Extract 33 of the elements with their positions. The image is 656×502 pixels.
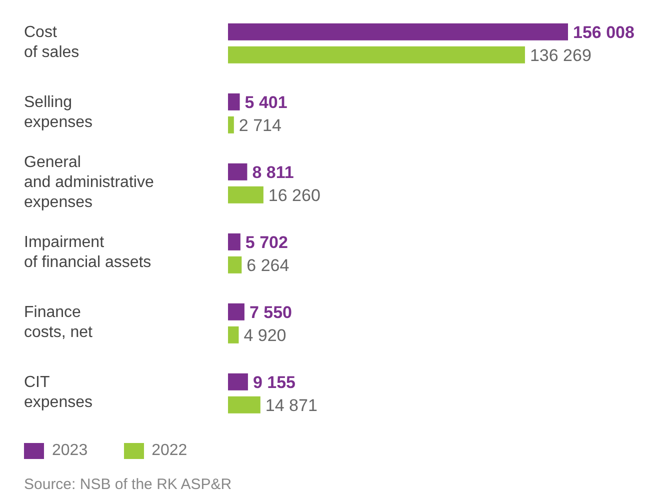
data-label: 7 550 xyxy=(249,302,292,322)
y-tick-label: CIT expenses xyxy=(24,374,92,412)
data-label: 156 008 xyxy=(573,22,634,42)
y-tick-label: Impairment of financial assets xyxy=(24,234,152,272)
data-label: 8 811 xyxy=(252,162,294,182)
data-label: 9 155 xyxy=(252,372,296,392)
data-label: 4 920 xyxy=(244,326,286,345)
data-label: 6 264 xyxy=(246,256,290,275)
data-label: 5 702 xyxy=(245,232,288,252)
bar xyxy=(228,233,240,250)
legend-label: 2023 xyxy=(52,442,88,460)
data-label: 136 269 xyxy=(530,46,592,65)
bar xyxy=(228,396,260,414)
bar xyxy=(228,46,525,64)
source-note: Source: NSB of the RK ASP&R xyxy=(23,476,233,493)
bar xyxy=(228,326,239,344)
bar xyxy=(228,303,244,320)
bar xyxy=(228,256,242,274)
bar xyxy=(228,186,264,204)
legend-label: 2022 xyxy=(152,442,188,460)
data-label: 5 401 xyxy=(244,92,288,112)
bar xyxy=(228,93,240,110)
bar xyxy=(228,23,568,40)
data-label: 16 260 xyxy=(268,186,320,205)
data-label: 14 871 xyxy=(265,396,318,415)
bar xyxy=(228,373,248,390)
data-label: 2 714 xyxy=(238,116,282,135)
y-tick-label: Finance costs, net xyxy=(24,304,94,342)
y-tick-label: Selling expenses xyxy=(24,94,92,132)
bar xyxy=(228,116,234,134)
y-tick-label: General and administrative expenses xyxy=(24,154,154,212)
bar xyxy=(228,163,248,180)
y-tick-label: Cost of sales xyxy=(24,24,80,62)
